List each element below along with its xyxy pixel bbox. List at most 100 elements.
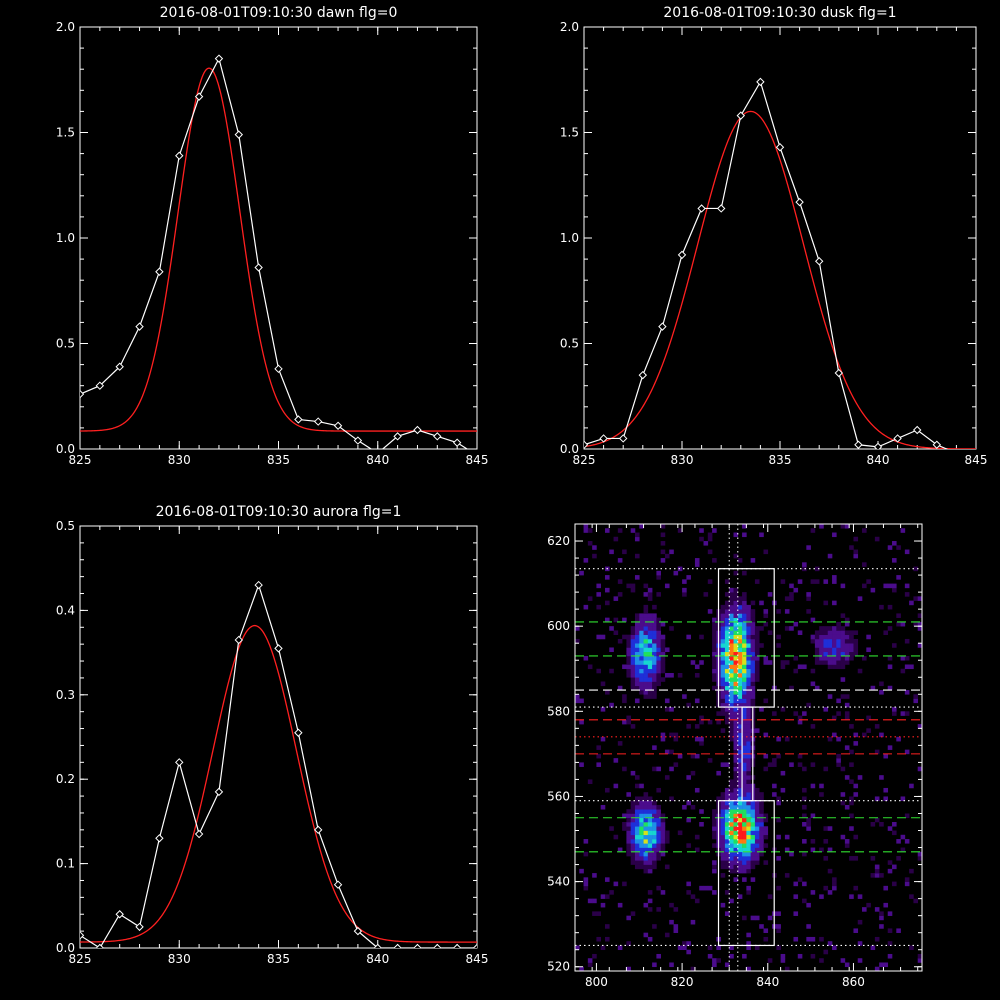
heatmap-cell (810, 681, 816, 687)
heatmap-cell (737, 741, 743, 746)
heatmap-cell (746, 651, 751, 657)
data-point-marker (214, 787, 224, 797)
heatmap-cell (879, 962, 884, 968)
heatmap-cell (639, 668, 644, 674)
heatmap-cell (754, 660, 760, 665)
heatmap-cell (746, 817, 751, 823)
heatmap-cell (694, 558, 700, 563)
heatmap-cell (647, 936, 653, 942)
heatmap-cell (664, 583, 670, 589)
heatmap-cell (814, 579, 820, 584)
heatmap-cell (742, 638, 747, 644)
heatmap-cell (712, 643, 717, 648)
heatmap-cell (733, 690, 739, 695)
heatmap-cell (656, 817, 661, 823)
heatmap-cell (754, 655, 760, 661)
heatmap-cell (634, 643, 640, 648)
heatmap-cell (862, 907, 867, 912)
heatmap-cell (750, 630, 756, 635)
region-box (717, 800, 775, 947)
heatmap-cell (737, 813, 743, 819)
heatmap-cell (652, 685, 657, 691)
heatmap-cell (759, 834, 764, 840)
heatmap-cell (630, 843, 636, 848)
heatmap-cell (746, 864, 751, 870)
heatmap-cell (630, 830, 636, 836)
heatmap-cell (737, 864, 743, 870)
data-point-marker (274, 644, 283, 653)
heatmap-cell (712, 660, 717, 665)
heatmap-cell (729, 681, 734, 687)
heatmap-cell (754, 638, 760, 644)
heatmap-cell (729, 779, 734, 784)
heatmap-cell (720, 860, 726, 865)
data-point-marker (95, 943, 105, 948)
heatmap-cell (746, 779, 751, 784)
heatmap-cell (827, 638, 833, 644)
heatmap-cell (763, 936, 769, 942)
heatmap-cell (660, 822, 666, 827)
heatmap-cell (754, 664, 760, 670)
heatmap-cell (639, 804, 644, 810)
data-point-marker (433, 432, 442, 441)
heatmap-cell (870, 873, 876, 878)
heatmap-cell (733, 800, 739, 806)
heatmap-cell (802, 566, 807, 572)
heatmap-cell (694, 673, 700, 678)
heatmap-cell (742, 707, 747, 712)
heatmap-cell (604, 617, 610, 623)
heatmap-cell (874, 817, 880, 823)
heatmap-cell (819, 626, 824, 631)
heatmap-cell (699, 715, 704, 721)
heatmap-cell (844, 621, 850, 627)
heatmap-cell (729, 724, 734, 729)
heatmap-cell (917, 953, 922, 959)
heatmap-cell (652, 766, 657, 772)
heatmap-cell (652, 638, 657, 644)
data-point-marker (393, 943, 402, 948)
data-point-marker (658, 322, 667, 331)
heatmap-cell (626, 941, 631, 946)
heatmap-cell (643, 864, 649, 870)
heatmap-cell (720, 685, 726, 691)
heatmap-cell (742, 851, 747, 857)
heatmap-cell (832, 579, 837, 584)
chart-title: 2016-08-01T09:10:30 dawn flg=0 (160, 5, 398, 21)
heatmap-cell (660, 843, 666, 848)
heatmap-cell (763, 613, 769, 618)
heatmap-cell (652, 690, 657, 695)
heatmap-cell (733, 596, 739, 601)
heatmap-cell (716, 945, 721, 951)
heatmap-cell (587, 541, 593, 546)
heatmap-cell (634, 621, 640, 627)
heatmap-cell (724, 643, 730, 648)
heatmap-cell (862, 732, 867, 738)
heatmap-cell (776, 928, 781, 933)
heatmap-cell (639, 830, 644, 836)
heatmap-cell (729, 856, 734, 861)
data-point-marker (333, 421, 343, 430)
heatmap-cell (772, 711, 777, 716)
heatmap-cell (853, 856, 859, 861)
heatmap-cell (733, 647, 739, 653)
heatmap-cell (737, 868, 743, 874)
heatmap-cell (596, 745, 601, 750)
heatmap-cell (754, 579, 760, 584)
heatmap-cell (733, 813, 739, 819)
heatmap-cell (729, 698, 734, 704)
heatmap-cell (737, 787, 743, 793)
heatmap-cell (575, 945, 580, 951)
heatmap-cell (913, 694, 919, 699)
heatmap-cell (857, 668, 863, 674)
heatmap-cell (737, 643, 743, 648)
heatmap-cell (746, 932, 751, 938)
heatmap-cell (840, 660, 846, 665)
heatmap-cell (660, 660, 666, 665)
heatmap-cell (707, 758, 713, 763)
heatmap-cell (647, 864, 653, 870)
heatmap-cell (733, 609, 739, 614)
heatmap-cell (737, 694, 743, 699)
heatmap-cell (617, 847, 623, 853)
heatmap-cell (583, 839, 589, 844)
